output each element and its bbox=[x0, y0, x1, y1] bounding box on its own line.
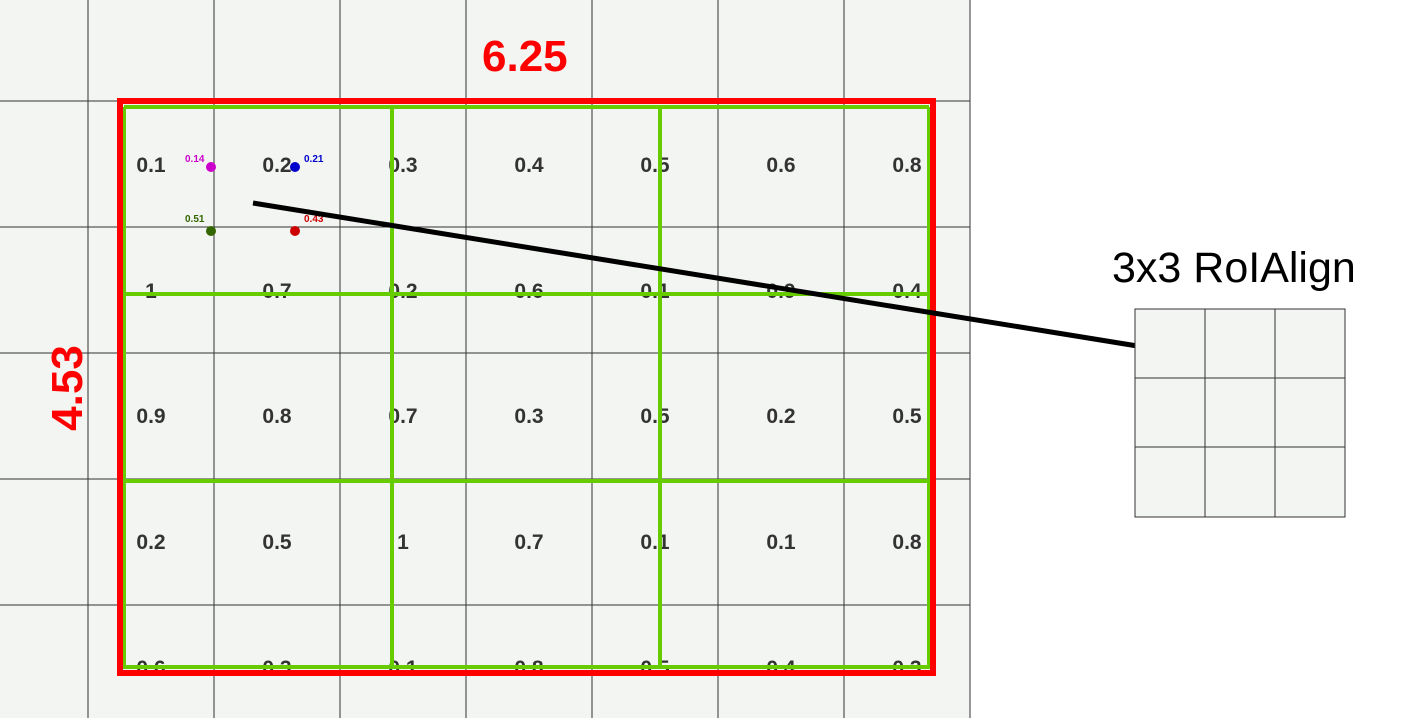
cell-value: 0.8 bbox=[262, 405, 292, 428]
cell-value: 0.2 bbox=[388, 280, 417, 303]
sample-point bbox=[206, 226, 216, 236]
cell-value: 0.2 bbox=[136, 531, 165, 554]
roi-bin-grid bbox=[122, 105, 931, 669]
roi-box bbox=[117, 98, 936, 676]
cell-value: 0.5 bbox=[640, 154, 670, 177]
cell-value: 0.5 bbox=[640, 405, 670, 428]
cell-value: 0.1 bbox=[136, 154, 166, 177]
output-grid bbox=[1134, 308, 1346, 518]
cell-value: 0.6 bbox=[514, 280, 543, 303]
sample-point-label: 0.43 bbox=[304, 214, 324, 225]
cell-value: 0.6 bbox=[766, 154, 795, 177]
cell-value: 0.2 bbox=[262, 154, 291, 177]
cell-value: 0.1 bbox=[640, 280, 670, 303]
cell-value: 0.7 bbox=[388, 405, 417, 428]
sample-point-label: 0.51 bbox=[185, 214, 205, 225]
cell-value: 0.3 bbox=[514, 405, 543, 428]
cell-value: 0.1 bbox=[766, 531, 796, 554]
cell-value: 0.8 bbox=[892, 154, 922, 177]
sample-point bbox=[290, 226, 300, 236]
feature-map-values: 0.1 0.2 0.3 0.4 0.5 0.6 0.8 1 0.7 0.2 0.6 0.1 0.9 0.4… bbox=[136, 154, 922, 680]
sample-point-label: 0.14 bbox=[185, 154, 205, 165]
sample-points: 0.14 0.21 0.51 0.43 bbox=[185, 154, 324, 236]
cell-value: 1 bbox=[397, 531, 409, 554]
cell-value: 0.3 bbox=[388, 154, 417, 177]
cell-value: 0.5 bbox=[892, 405, 922, 428]
cell-value: 0.9 bbox=[136, 405, 165, 428]
roi-width-label: 6.25 bbox=[482, 32, 568, 81]
cell-value: 1 bbox=[145, 280, 157, 303]
cell-value: 0.2 bbox=[766, 405, 795, 428]
cell-value: 0.7 bbox=[262, 280, 291, 303]
sample-point-label: 0.21 bbox=[304, 154, 324, 165]
feature-map-background bbox=[0, 0, 970, 718]
roi-height-label: 4.53 bbox=[43, 345, 92, 431]
cell-value: 0.1 bbox=[640, 531, 670, 554]
cell-value: 0.7 bbox=[514, 531, 543, 554]
cell-value: 0.4 bbox=[514, 154, 544, 177]
cell-value: 0.5 bbox=[262, 531, 292, 554]
cell-value: 0.4 bbox=[892, 280, 922, 303]
sample-point bbox=[290, 162, 300, 172]
output-title: 3x3 RoIAlign bbox=[1112, 244, 1356, 292]
cell-value: 0.8 bbox=[892, 531, 922, 554]
sample-point bbox=[206, 162, 216, 172]
